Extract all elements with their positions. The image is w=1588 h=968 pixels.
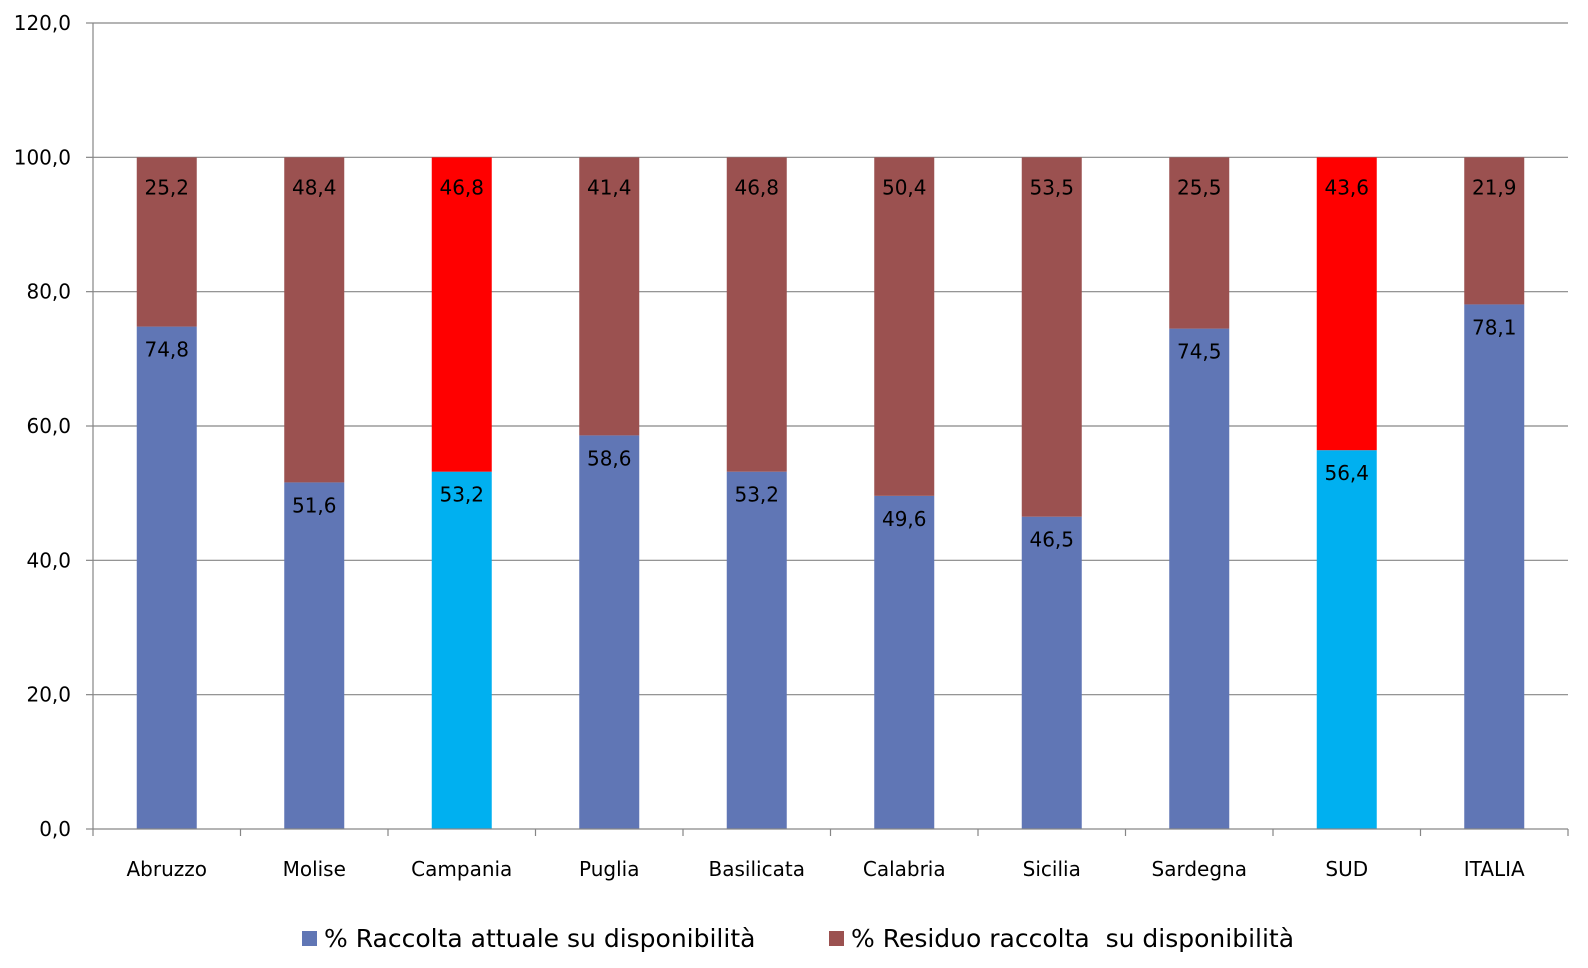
data-label-raccolta: 53,2 [734, 483, 779, 507]
data-label-residuo: 46,8 [439, 175, 484, 199]
data-label-residuo: 25,2 [144, 175, 189, 199]
bar-raccolta [284, 482, 345, 829]
y-tick-label: 80,0 [26, 280, 71, 304]
bars: 74,8 25,2 51,6 48,4 53,2 46,8 58,6 41,4 53,2 46,8… [136, 157, 1525, 829]
legend-label-raccolta: % Raccolta attuale su disponibilità [324, 924, 755, 953]
bar-residuo [1169, 157, 1230, 329]
bar-residuo [136, 157, 197, 327]
data-label-residuo: 41,4 [587, 175, 632, 199]
data-label-raccolta: 74,8 [144, 338, 189, 362]
x-category-label: Calabria [863, 857, 946, 881]
bar-residuo [579, 157, 640, 436]
x-axis-labels: Abruzzo Molise Campania Puglia Basilicata Cal… [126, 857, 1525, 881]
bar-raccolta [579, 435, 640, 829]
data-label-residuo: 50,4 [882, 175, 927, 199]
y-axis-ticks: 0,0 20,0 40,0 60,0 80,0 100,0 120,0 [14, 11, 93, 841]
bar-residuo [1464, 157, 1525, 305]
bar-raccolta [874, 495, 935, 829]
data-label-raccolta: 74,5 [1177, 340, 1222, 364]
y-tick-label: 20,0 [26, 683, 71, 707]
data-label-raccolta: 51,6 [292, 493, 337, 517]
data-label-raccolta: 46,5 [1029, 528, 1074, 552]
data-label-raccolta: 56,4 [1324, 461, 1369, 485]
y-tick-label: 100,0 [14, 145, 71, 169]
x-category-label: Campania [411, 857, 512, 881]
x-category-label: Basilicata [709, 857, 805, 881]
y-tick-label: 120,0 [14, 11, 71, 35]
x-category-label: Puglia [579, 857, 639, 881]
bar-raccolta [1169, 328, 1230, 829]
bar-residuo [1316, 157, 1377, 451]
bar-residuo [1021, 157, 1082, 517]
y-tick-label: 60,0 [26, 414, 71, 438]
x-category-label: ITALIA [1464, 857, 1525, 881]
bar-raccolta [1316, 450, 1377, 829]
data-label-residuo: 46,8 [734, 175, 779, 199]
bar-residuo [284, 157, 345, 483]
bar-raccolta [1021, 516, 1082, 829]
bar-raccolta [136, 326, 197, 829]
legend-label-residuo: % Residuo raccolta su disponibilità [851, 924, 1294, 953]
x-category-label: SUD [1325, 857, 1368, 881]
data-label-residuo: 43,6 [1324, 175, 1369, 199]
legend: % Raccolta attuale su disponibilità % Re… [302, 924, 1294, 953]
x-category-label: Sicilia [1023, 857, 1081, 881]
y-tick-label: 40,0 [26, 548, 71, 572]
y-tick-label: 0,0 [39, 817, 71, 841]
x-category-label: Sardegna [1152, 857, 1247, 881]
axes [92, 23, 1569, 836]
data-label-residuo: 53,5 [1029, 175, 1074, 199]
data-label-residuo: 48,4 [292, 175, 337, 199]
x-category-label: Abruzzo [126, 857, 207, 881]
data-label-raccolta: 58,6 [587, 446, 632, 470]
bar-raccolta [1464, 304, 1525, 829]
bar-raccolta [726, 471, 787, 829]
data-label-residuo: 21,9 [1472, 175, 1517, 199]
legend-swatch-raccolta [302, 931, 317, 946]
data-label-raccolta: 53,2 [439, 483, 484, 507]
bar-residuo [431, 157, 492, 472]
legend-swatch-residuo [829, 931, 844, 946]
data-label-raccolta: 49,6 [882, 507, 927, 531]
bar-residuo [726, 157, 787, 472]
bar-raccolta [431, 471, 492, 829]
data-label-raccolta: 78,1 [1472, 315, 1517, 339]
data-label-residuo: 25,5 [1177, 175, 1222, 199]
bar-residuo [874, 157, 935, 496]
x-category-label: Molise [283, 857, 346, 881]
